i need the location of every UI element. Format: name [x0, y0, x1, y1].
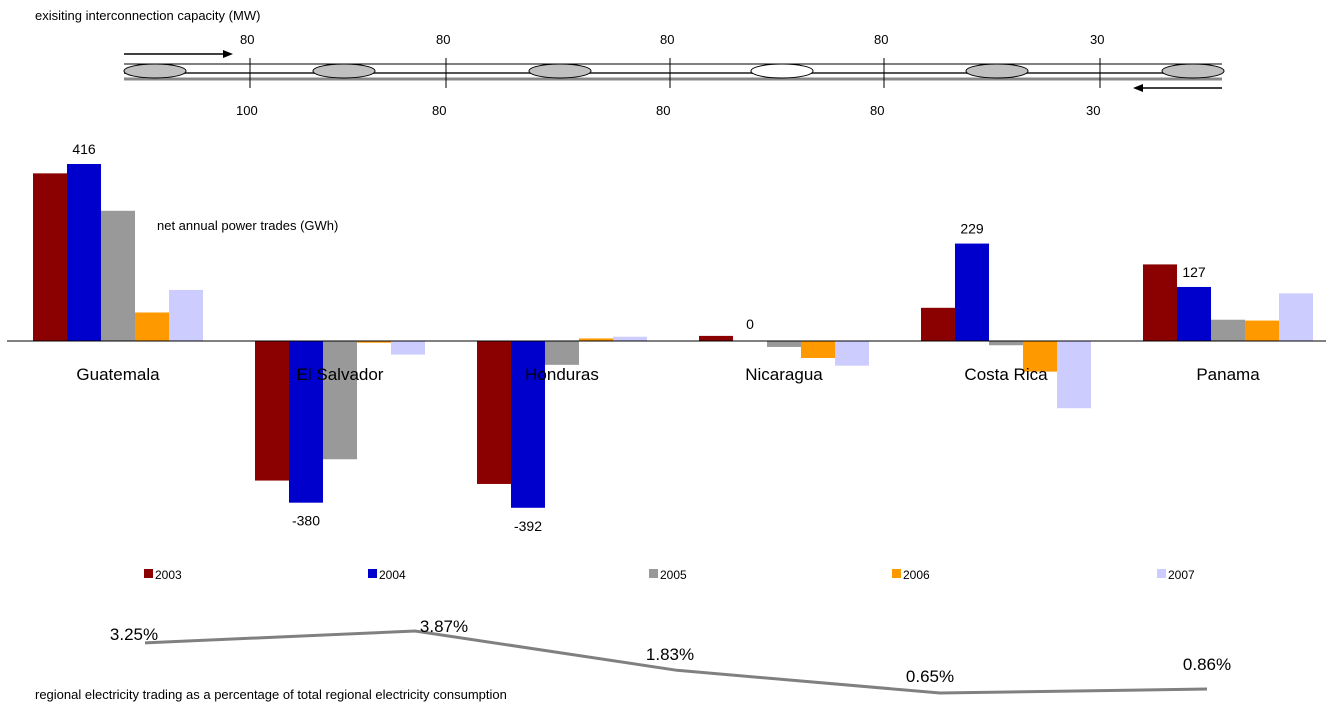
bar-panama-2006 — [1245, 320, 1279, 341]
category-label: Panama — [1196, 365, 1260, 384]
data-label: 416 — [72, 141, 96, 157]
bar-costa-rica-2007 — [1057, 341, 1091, 409]
category-label: Honduras — [525, 365, 599, 384]
capacity-upper-value: 80 — [660, 32, 674, 47]
bar-costa-rica-2005 — [989, 341, 1023, 346]
bar-honduras-2005 — [545, 341, 579, 365]
bar-guatemala-2006 — [135, 312, 169, 341]
bar-guatemala-2007 — [169, 289, 203, 341]
data-label: 127 — [1182, 264, 1206, 280]
line-point-label: 3.25% — [110, 625, 158, 644]
data-label: -392 — [514, 518, 542, 534]
capacity-upper-value: 80 — [874, 32, 888, 47]
data-label: -380 — [292, 513, 320, 529]
legend-swatch — [368, 569, 377, 578]
capacity-lower-value: 80 — [656, 103, 670, 118]
legend-swatch — [649, 569, 658, 578]
capacity-lower-value: 30 — [1086, 103, 1100, 118]
bar-honduras-2007 — [613, 336, 647, 341]
bar-chart: net annual power trades (GWh) Guatemala E… — [7, 141, 1326, 534]
legend-label: 2006 — [903, 568, 930, 582]
bar-guatemala-2003 — [33, 173, 67, 341]
arrow-left-icon — [1133, 84, 1222, 92]
legend-swatch — [1157, 569, 1166, 578]
bar-honduras-2003 — [477, 341, 511, 484]
line-point-label: 0.86% — [1183, 655, 1231, 674]
capacity-upper-value: 80 — [436, 32, 450, 47]
bar-el-salvador-2006 — [357, 341, 391, 343]
country-node — [528, 63, 592, 79]
arrow-right-icon — [124, 50, 233, 58]
interconnection-diagram: exisiting interconnection capacity (MW) … — [35, 8, 1225, 118]
bar-nicaragua-2006 — [801, 341, 835, 359]
country-node — [750, 63, 814, 79]
bar-el-salvador-2005 — [323, 341, 357, 460]
legend: 2003 2004 2005 2006 2007 — [144, 568, 1195, 582]
line-chart-title: regional electricity trading as a percen… — [35, 687, 507, 702]
line-point-label: 1.83% — [646, 645, 694, 664]
bar-el-salvador-2004 — [289, 341, 323, 503]
bar-costa-rica-2006 — [1023, 341, 1057, 372]
bar-panama-2007 — [1279, 293, 1313, 341]
data-label: 229 — [960, 221, 984, 237]
bar-guatemala-2005 — [101, 210, 135, 341]
legend-swatch — [892, 569, 901, 578]
line-chart: 3.25% 3.87% 1.83% 0.65% 0.86% regional elect… — [35, 617, 1231, 702]
bar-honduras-2006 — [579, 338, 613, 341]
bar-panama-2004 — [1177, 286, 1211, 341]
line-point-label: 0.65% — [906, 667, 954, 686]
capacity-lower-value: 80 — [432, 103, 446, 118]
legend-label: 2004 — [379, 568, 406, 582]
category-label: Costa Rica — [964, 365, 1048, 384]
legend-label: 2005 — [660, 568, 687, 582]
bar-el-salvador-2007 — [391, 341, 425, 355]
bar-nicaragua-2007 — [835, 341, 869, 366]
category-label: Guatemala — [76, 365, 160, 384]
country-node — [123, 63, 187, 79]
data-label: 0 — [746, 316, 754, 332]
bar-nicaragua-2005 — [767, 341, 801, 347]
capacity-upper-value: 80 — [240, 32, 254, 47]
bar-el-salvador-2003 — [255, 341, 289, 481]
bar-costa-rica-2003 — [921, 307, 955, 341]
bar-nicaragua-2003 — [699, 335, 733, 341]
capacity-upper-value: 30 — [1090, 32, 1104, 47]
bar-panama-2005 — [1211, 319, 1245, 341]
capacity-title: exisiting interconnection capacity (MW) — [35, 8, 260, 23]
capacity-lower-value: 100 — [236, 103, 258, 118]
bar-costa-rica-2004 — [955, 243, 989, 341]
trend-line — [144, 629, 1208, 695]
legend-swatch — [144, 569, 153, 578]
capacity-lower-value: 80 — [870, 103, 884, 118]
category-label: El Salvador — [297, 365, 384, 384]
legend-label: 2003 — [155, 568, 182, 582]
line-point-label: 3.87% — [420, 617, 468, 636]
country-node — [312, 63, 376, 79]
bar-chart-title: net annual power trades (GWh) — [157, 218, 338, 233]
legend-label: 2007 — [1168, 568, 1195, 582]
bar-guatemala-2004 — [67, 164, 101, 341]
country-node — [1161, 63, 1225, 79]
country-node — [965, 63, 1029, 79]
bar-panama-2003 — [1143, 264, 1177, 341]
bar-honduras-2004 — [511, 341, 545, 508]
category-label: Nicaragua — [745, 365, 823, 384]
